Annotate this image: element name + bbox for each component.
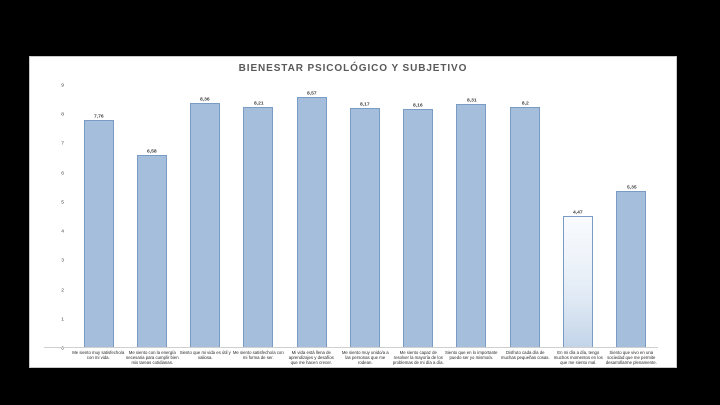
category-label: Me siento con la energía necesaria para … [125,350,179,366]
y-tick-label: 6 [61,169,64,176]
chart-panel: BIENESTAR PSICOLÓGICO Y SUBJETIVO 7,76 6,… [29,56,677,368]
bar-value-label: 8,36 [200,95,210,102]
bar-group: 8,57 [285,84,338,347]
bar-columns: 7,76 6,58 8,36 8,21 8,57 8,17 8,16 8,31 8,2 4,47 5… [72,84,658,347]
y-tick-label: 3 [61,257,64,264]
bar-value-label: 8,21 [253,100,264,106]
y-tick-label: 4 [61,228,64,234]
bar-group: 4,47 [551,84,604,347]
plot-area: 7,76 6,58 8,36 8,21 8,57 8,17 8,16 8,31 8,2 4,47 5… [61,82,658,351]
bar-value-label: 8,31 [466,97,477,103]
x-axis-line [44,347,658,348]
y-tick-label: 0 [61,345,64,351]
bar [243,107,274,347]
bar-value-label: 8,57 [306,89,317,96]
bar [456,104,487,347]
bar [296,96,327,347]
y-tick-label: 8 [61,111,64,117]
category-label: Disfruto cada día de muchas pequeñas cos… [500,350,550,361]
category-label: Mi vida está llena de aprendizajes y des… [289,350,335,366]
bar [509,107,540,347]
category-label: Siento que vivo en una sociedad que me p… [605,350,657,366]
bar-group: 8,36 [179,84,232,347]
category-label: Siento que mi vida es útil y valiosa. [179,350,231,361]
bar [403,108,434,347]
category-label: Siento que en lo importante puedo ser yo… [445,350,498,361]
bar-group: 8,31 [445,84,498,347]
category-label: Me siento satisfecho/a con mi forma de s… [233,350,284,361]
y-tick-label: 9 [61,82,64,88]
bar-value-label: 8,17 [360,101,370,108]
category-label: Me siento capaz de resolver la mayoría d… [392,350,444,366]
bar [616,190,647,347]
y-tick-label: 7 [61,140,64,147]
y-tick-label: 2 [61,286,64,293]
bar-group: 7,76 [72,84,125,347]
bar-group: 6,58 [125,84,178,347]
bar [190,102,221,347]
bar [563,216,594,347]
bar [136,154,167,347]
bar-value-label: 8,16 [413,101,424,108]
category-label: Me siento muy satisfecho/a con mi vida. [72,350,125,361]
bar-group: 5,35 [605,84,658,347]
bar-group: 8,2 [498,84,551,347]
y-tick-label: 1 [61,316,64,322]
category-axis: Me siento muy satisfecho/a con mi vida. M… [72,350,658,376]
bar-value-label: 8,2 [521,100,529,107]
bar [349,108,380,347]
chart-title: BIENESTAR PSICOLÓGICO Y SUBJETIVO [238,63,468,74]
y-tick-label: 5 [61,199,64,205]
bar [83,120,114,347]
bar-group: 8,17 [338,84,391,347]
bar-group: 8,16 [392,84,445,347]
bar-value-label: 5,35 [626,183,637,190]
category-label: Me siento muy unido/a a las personas que… [341,350,389,366]
bar-value-label: 6,58 [147,147,157,154]
bar-value-label: 4,47 [573,209,583,216]
category-label: En mi día a día, tengo muchos momentos e… [553,350,603,366]
bar-value-label: 7,76 [93,113,104,119]
bar-group: 8,21 [232,84,285,347]
